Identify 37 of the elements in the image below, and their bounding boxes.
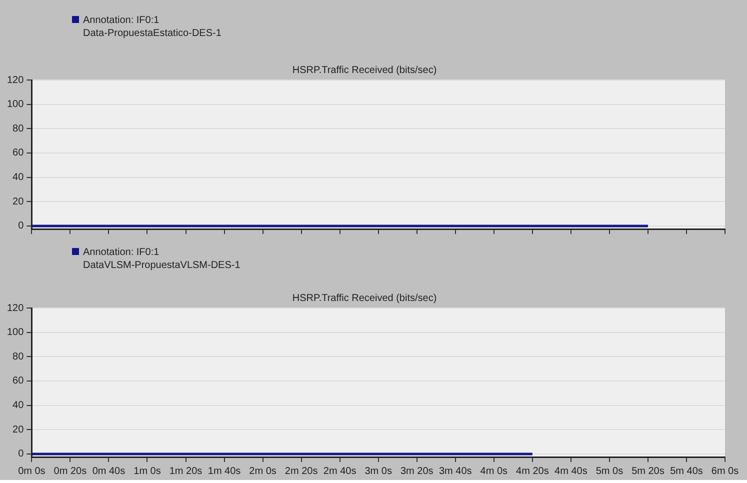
x-tick-label: 5m 0s <box>596 466 624 477</box>
x-tick-label: 3m 20s <box>400 466 434 477</box>
x-tick-label: 2m 20s <box>284 466 318 477</box>
y-tick-label: 80 <box>12 351 24 362</box>
y-tick-label: 40 <box>12 172 24 184</box>
x-tick-label: 6m 0s <box>711 466 739 477</box>
y-tick-label: 120 <box>6 302 24 314</box>
y-tick-label: 40 <box>12 400 24 412</box>
x-tick-label: 4m 20s <box>516 466 549 477</box>
x-tick-label: 4m 40s <box>554 466 588 477</box>
x-tick-label: 5m 40s <box>670 466 703 477</box>
legend-label: Annotation: IF0:1 DataVLSM-PropuestaVLSM-DES-1 <box>83 246 240 272</box>
y-tick-label: 60 <box>12 148 24 159</box>
x-tick-label: 2m 40s <box>323 466 356 477</box>
y-tick-label: 100 <box>6 99 24 110</box>
y-tick-label: 20 <box>12 424 24 436</box>
x-tick-label: 1m 0s <box>134 466 161 477</box>
y-tick-label: 60 <box>12 376 24 387</box>
x-tick-label: 2m 0s <box>249 466 276 477</box>
x-tick-label: 1m 40s <box>208 466 241 477</box>
x-tick-label: 4m 0s <box>480 466 508 477</box>
legend-label: Annotation: IF0:1 Data-PropuestaEstatico-DES-1 <box>83 14 222 40</box>
chart-title: HSRP.Traffic Received (bits/sec) <box>292 292 437 304</box>
x-tick-label: 0m 20s <box>54 466 87 477</box>
y-tick-label: 80 <box>12 123 24 134</box>
y-tick-label: 100 <box>6 327 24 338</box>
x-tick-label: 3m 0s <box>364 466 392 477</box>
y-tick-label: 20 <box>12 196 24 208</box>
x-tick-label: 0m 0s <box>18 466 46 477</box>
x-tick-label: 5m 20s <box>632 466 664 477</box>
y-tick-label: 120 <box>6 74 24 86</box>
y-tick-label: 0 <box>18 448 24 460</box>
x-tick-label: 3m 40s <box>438 466 472 477</box>
x-tick-label: 0m 40s <box>92 466 126 477</box>
chart-title: HSRP.Traffic Received (bits/sec) <box>292 64 437 76</box>
y-tick-label: 0 <box>18 220 24 232</box>
x-tick-label: 1m 20s <box>169 466 202 477</box>
